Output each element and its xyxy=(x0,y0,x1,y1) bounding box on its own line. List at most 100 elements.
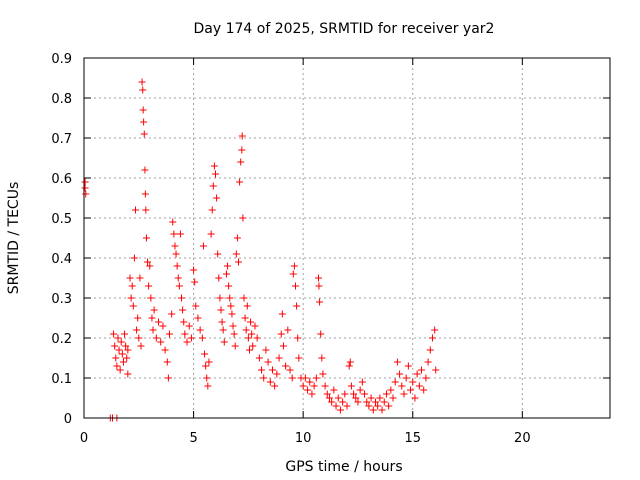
data-point-marker xyxy=(142,206,150,214)
data-point-marker xyxy=(118,350,126,358)
data-point-marker xyxy=(378,406,386,414)
data-point-marker xyxy=(129,302,137,310)
data-point-marker xyxy=(212,170,219,178)
data-point-marker xyxy=(152,334,160,342)
data-point-marker xyxy=(369,406,377,414)
y-tick-label: 0 xyxy=(64,412,72,427)
data-point-marker xyxy=(289,270,297,278)
data-point-marker xyxy=(301,374,309,382)
data-point-marker xyxy=(316,298,324,306)
data-point-marker xyxy=(127,294,135,302)
data-point-marker xyxy=(227,302,235,310)
data-point-marker xyxy=(141,190,149,198)
data-point-marker xyxy=(241,314,249,322)
data-point-marker xyxy=(82,190,90,198)
data-point-marker xyxy=(217,306,225,314)
data-point-marker xyxy=(424,358,432,366)
data-point-marker xyxy=(121,330,129,338)
data-point-marker xyxy=(278,310,286,318)
data-point-marker xyxy=(282,362,290,370)
data-point-marker xyxy=(113,362,121,370)
data-point-marker xyxy=(168,310,176,318)
data-point-marker xyxy=(284,326,292,334)
data-point-marker xyxy=(179,306,187,314)
data-point-marker xyxy=(264,358,272,366)
data-point-marker xyxy=(245,346,253,354)
data-point-marker xyxy=(111,342,119,350)
data-point-marker xyxy=(385,402,393,410)
data-point-marker xyxy=(122,342,130,350)
data-point-marker xyxy=(346,358,354,366)
data-point-marker xyxy=(352,394,360,402)
data-point-marker xyxy=(380,398,388,406)
data-point-marker xyxy=(229,322,237,330)
data-point-marker xyxy=(163,358,171,366)
data-point-marker xyxy=(144,258,152,266)
data-point-marker xyxy=(365,402,373,410)
data-point-marker xyxy=(213,194,221,202)
data-point-marker xyxy=(220,338,228,346)
data-point-marker xyxy=(238,146,246,154)
data-point-marker xyxy=(363,398,371,406)
data-point-marker xyxy=(251,322,259,330)
data-point-marker xyxy=(400,390,408,398)
data-point-marker xyxy=(148,314,156,322)
data-point-marker xyxy=(374,402,382,410)
data-point-marker xyxy=(341,390,349,398)
data-point-marker xyxy=(198,334,206,342)
data-point-marker xyxy=(115,346,123,354)
data-point-marker xyxy=(196,326,204,334)
data-point-marker xyxy=(294,334,302,342)
data-point-marker xyxy=(116,366,124,374)
data-point-marker xyxy=(164,374,172,382)
data-point-marker xyxy=(310,382,318,390)
data-point-marker xyxy=(248,330,256,338)
data-point-marker xyxy=(171,242,179,250)
data-point-marker xyxy=(230,330,238,338)
data-point-marker xyxy=(165,330,173,338)
data-point-marker xyxy=(128,282,136,290)
data-point-marker xyxy=(199,242,207,250)
x-tick-label: 15 xyxy=(404,431,421,446)
data-point-marker xyxy=(240,294,248,302)
data-point-marker xyxy=(235,258,243,266)
data-point-marker xyxy=(136,274,144,282)
data-point-marker xyxy=(271,382,279,390)
data-point-marker xyxy=(358,378,366,386)
y-axis-label: SRMTID / TECUs xyxy=(6,182,22,295)
data-point-marker xyxy=(124,346,132,354)
data-point-marker xyxy=(170,230,178,238)
data-point-marker xyxy=(243,302,251,310)
data-point-marker xyxy=(334,394,342,402)
data-point-marker xyxy=(175,282,183,290)
data-point-marker xyxy=(81,184,89,192)
data-point-marker xyxy=(140,130,148,138)
data-point-marker xyxy=(426,346,434,354)
data-point-marker xyxy=(247,318,255,326)
data-point-marker xyxy=(312,374,320,382)
data-point-marker xyxy=(159,322,167,330)
data-point-marker xyxy=(141,166,149,174)
data-point-marker xyxy=(325,394,333,402)
data-point-marker xyxy=(339,398,347,406)
data-point-marker xyxy=(402,374,410,382)
data-point-marker xyxy=(209,182,217,190)
data-point-marker xyxy=(279,342,287,350)
x-tick-label: 5 xyxy=(189,431,197,446)
data-point-marker xyxy=(216,294,224,302)
data-point-marker xyxy=(361,390,369,398)
data-point-marker xyxy=(411,394,419,402)
data-point-marker xyxy=(321,382,329,390)
data-point-marker xyxy=(345,362,353,370)
data-point-marker xyxy=(214,250,222,258)
data-point-marker xyxy=(389,394,397,402)
data-point-marker xyxy=(422,374,430,382)
data-point-marker xyxy=(319,370,327,378)
data-point-marker xyxy=(432,366,440,374)
data-point-marker xyxy=(291,282,299,290)
axis-ticks: 0 0.1 0.2 0.3 0.4 0.5 0.6 0.7 0.8 0.9 0 5 10 15 20 xyxy=(51,52,610,446)
data-point-marker xyxy=(218,318,226,326)
data-point-marker xyxy=(295,354,303,362)
data-point-marker xyxy=(81,178,89,186)
data-point-marker xyxy=(226,294,234,302)
